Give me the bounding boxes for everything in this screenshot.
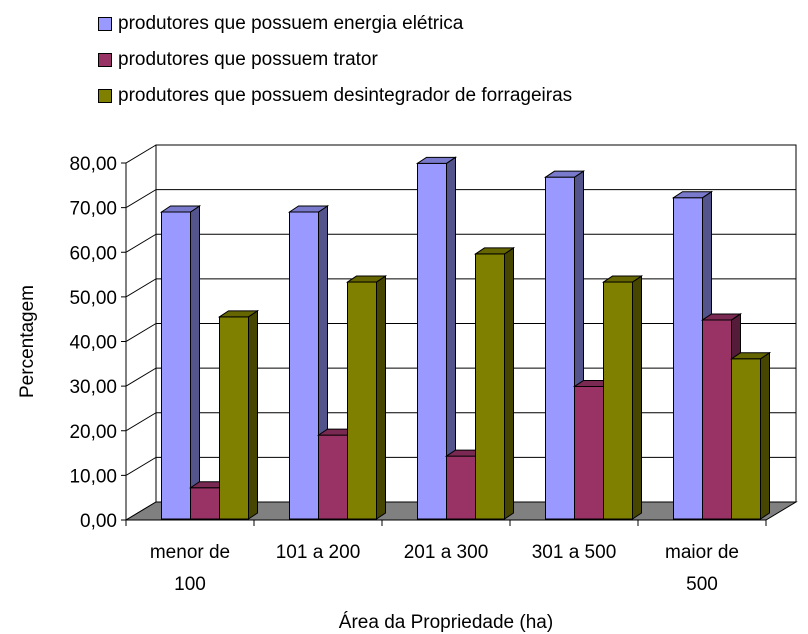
bar [417, 162, 447, 520]
bar-top [700, 313, 743, 321]
bar-side [504, 246, 514, 520]
bar [702, 319, 732, 520]
bar-top [729, 352, 772, 360]
bar-top [415, 156, 458, 164]
x-axis-title: Área da Propriedade (ha) [339, 612, 553, 633]
bar [545, 176, 575, 520]
y-tick-label: 20,00 [69, 422, 117, 443]
legend-label-desintegrador: produtores que possuem desintegrador de … [118, 85, 573, 106]
bar [289, 211, 319, 520]
x-tick-label: 101 a 200 [276, 542, 361, 563]
legend-label-trator: produtores que possuem trator [118, 49, 378, 70]
bar [161, 211, 191, 520]
x-tick-label-line: maior de [665, 542, 739, 563]
y-tick-label: 30,00 [69, 377, 117, 398]
bar [475, 253, 505, 520]
y-tick-label: 80,00 [69, 154, 117, 175]
bar [219, 316, 249, 520]
legend-swatch-desintegrador [98, 89, 112, 103]
y-tick-label: 40,00 [69, 333, 117, 354]
y-tick-label: 60,00 [69, 243, 117, 264]
x-tick-label-line: 500 [686, 574, 718, 595]
bar-side [190, 205, 200, 520]
gridline-side [125, 144, 157, 164]
x-tick-label-line: 201 a 300 [404, 542, 489, 563]
gridline-side [125, 456, 157, 476]
legend-label-energia: produtores que possuem energia elétrica [118, 13, 464, 34]
gridline-side [125, 367, 157, 387]
bar [731, 358, 761, 520]
bar-top [601, 275, 644, 283]
bar [347, 281, 377, 520]
y-tick-label: 0,00 [80, 511, 117, 532]
bar-top [671, 191, 714, 199]
chart-legend: produtores que possuem energia elétrica … [98, 6, 572, 114]
bar [446, 455, 476, 520]
gridline-side [125, 323, 157, 342]
bar [603, 281, 633, 520]
x-tick-label: 201 a 300 [404, 542, 489, 563]
x-tick-label-line: menor de [150, 542, 230, 563]
bar-top [543, 170, 586, 178]
gridline-side [125, 412, 157, 432]
gridline-side [125, 233, 157, 253]
x-tick-label: 301 a 500 [532, 542, 617, 563]
bar [190, 487, 220, 520]
x-tick-label-line: 101 a 200 [276, 542, 361, 563]
x-tick-label: menor de 100 [150, 542, 230, 595]
bar-side [760, 351, 770, 520]
x-tick-label: maior de 500 [665, 542, 739, 595]
x-tick-label-line: 100 [174, 574, 206, 595]
x-tick-label-line: 301 a 500 [532, 542, 617, 563]
y-tick-label: 10,00 [69, 466, 117, 487]
legend-item-energia: produtores que possuem energia elétrica [98, 6, 572, 42]
legend-swatch-trator [98, 53, 112, 67]
bar-top [217, 310, 260, 318]
bar-top [287, 205, 330, 213]
y-axis-title: Percentagem [17, 285, 38, 398]
y-tick-label: 70,00 [69, 199, 117, 220]
bar [318, 434, 348, 520]
bar-top [159, 205, 202, 213]
bar [574, 385, 604, 520]
bar-side [632, 275, 642, 520]
bar [673, 197, 703, 520]
bar-top [345, 275, 388, 283]
bar-side [248, 309, 258, 520]
y-tick-label: 50,00 [69, 288, 117, 309]
gridline-side [125, 278, 157, 298]
bar-top [473, 247, 516, 255]
bar-side [376, 275, 386, 520]
legend-item-desintegrador: produtores que possuem desintegrador de … [98, 78, 572, 114]
legend-swatch-energia [98, 17, 112, 31]
legend-item-trator: produtores que possuem trator [98, 42, 572, 78]
gridline-side [125, 189, 157, 209]
